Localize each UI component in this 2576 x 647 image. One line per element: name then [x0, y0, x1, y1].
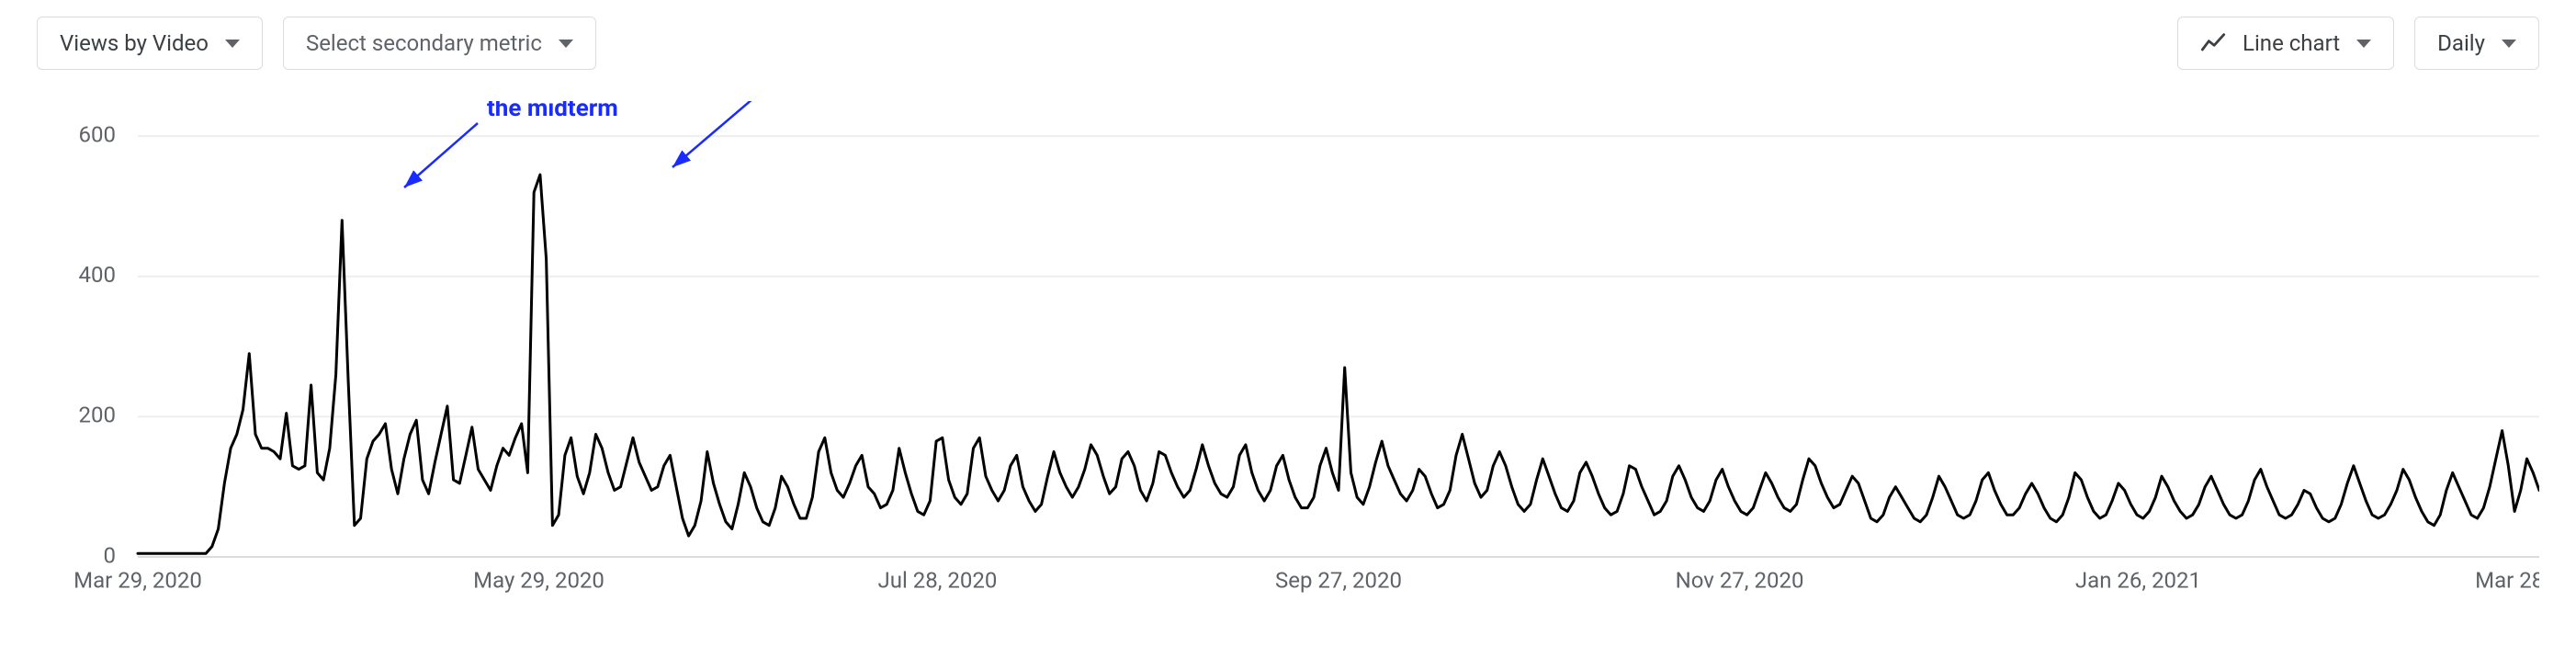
chevron-down-icon — [2356, 40, 2371, 48]
y-axis-tick-label: 400 — [79, 262, 116, 288]
x-axis-tick-label: Sep 27, 2020 — [1275, 568, 1402, 594]
y-axis-tick-label: 0 — [104, 542, 117, 568]
chart-annotation-arrow — [672, 101, 772, 167]
toolbar-right-group: Line chart Daily — [2177, 17, 2539, 70]
granularity-dropdown[interactable]: Daily — [2414, 17, 2539, 70]
x-axis-tick-label: May 29, 2020 — [473, 568, 604, 594]
line-chart-icon — [2200, 30, 2226, 56]
secondary-metric-placeholder: Select secondary metric — [306, 30, 542, 56]
chevron-down-icon — [2502, 40, 2516, 48]
chart-svg: 0 200 400 600 Mar 29, 2020 May 29, 2020 Jul 28… — [37, 101, 2539, 612]
y-axis-tick-label: 600 — [79, 121, 116, 147]
toolbar-left-group: Views by Video Select secondary metric — [37, 17, 596, 70]
chart-toolbar: Views by Video Select secondary metric L… — [37, 17, 2539, 72]
primary-metric-dropdown[interactable]: Views by Video — [37, 17, 263, 70]
chart-annotation-arrow — [404, 123, 478, 187]
views-series-line — [138, 175, 2539, 553]
x-axis-tick-label: Jan 26, 2021 — [2075, 568, 2201, 594]
x-axis-tick-label: Jul 28, 2020 — [878, 568, 998, 594]
x-axis-tick-label: Nov 27, 2020 — [1676, 568, 1804, 594]
y-axis-tick-label: 200 — [79, 403, 116, 428]
views-line-chart: 0 200 400 600 Mar 29, 2020 May 29, 2020 Jul 28… — [37, 101, 2539, 647]
secondary-metric-dropdown[interactable]: Select secondary metric — [283, 17, 596, 70]
granularity-label: Daily — [2437, 30, 2485, 56]
chevron-down-icon — [225, 40, 240, 48]
primary-metric-label: Views by Video — [60, 30, 209, 56]
analytics-chart-panel: Views by Video Select secondary metric L… — [0, 0, 2576, 647]
x-axis-tick-label: Mar 28, 2021 — [2475, 568, 2539, 594]
chevron-down-icon — [559, 40, 573, 48]
chart-type-label: Line chart — [2243, 30, 2340, 56]
x-axis-tick-label: Mar 29, 2020 — [73, 568, 202, 594]
chart-annotation-label: the midterm — [487, 101, 618, 122]
chart-type-dropdown[interactable]: Line chart — [2177, 17, 2394, 70]
